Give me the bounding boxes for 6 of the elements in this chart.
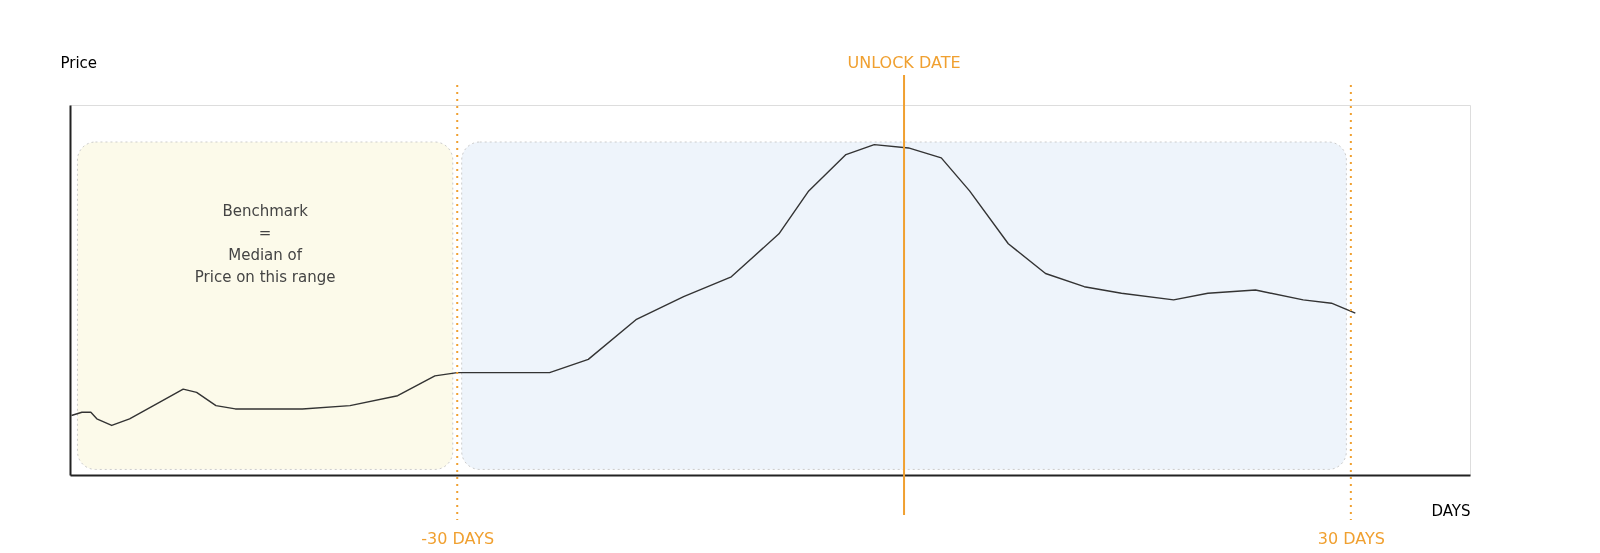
y-axis-title: Price (60, 53, 98, 72)
x-tick-label: 30 DAYS (1317, 528, 1385, 548)
ref-line-label: UNLOCK DATE (847, 53, 961, 72)
band-label: Benchmark = Median of Price on this range (194, 202, 336, 287)
x-tick-label: -30 DAYS (421, 528, 495, 548)
x-axis-title: DAYS (1431, 501, 1471, 520)
